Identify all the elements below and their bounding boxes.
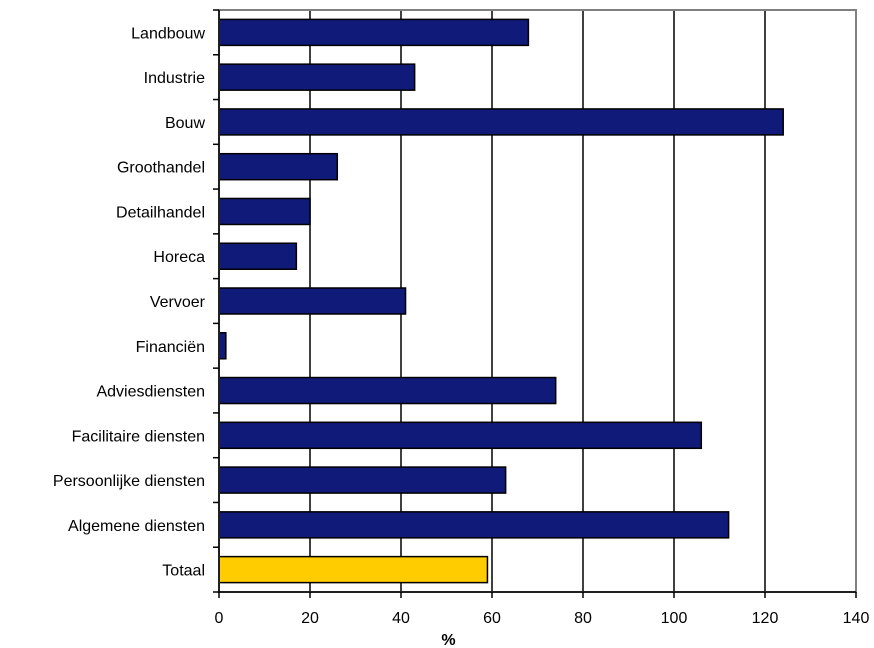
bars bbox=[218, 18, 784, 584]
x-tick-label: 0 bbox=[215, 610, 224, 627]
bar-groothandel bbox=[218, 152, 339, 181]
x-tick-label: 80 bbox=[574, 610, 592, 627]
bar-detailhandel bbox=[218, 197, 311, 226]
category-label: Financiën bbox=[136, 339, 205, 356]
x-tick-label: 100 bbox=[661, 610, 688, 627]
bar-landbouw bbox=[218, 18, 530, 47]
category-label: Bouw bbox=[165, 115, 205, 132]
bar-industrie bbox=[218, 63, 416, 91]
bar-financi-n bbox=[218, 332, 227, 360]
category-labels: Landbouw Industrie Bouw Groothandel Detailha… bbox=[53, 9, 219, 593]
x-tick-labels: 0 20 40 60 80 100 120 140 bbox=[215, 592, 870, 627]
bar-horeca bbox=[218, 242, 298, 270]
category-label: Totaal bbox=[162, 563, 205, 580]
bar-totaal bbox=[218, 555, 489, 584]
category-label: Vervoer bbox=[150, 294, 206, 311]
bar-bouw bbox=[218, 108, 784, 136]
category-label: Landbouw bbox=[131, 25, 205, 42]
bar-adviesdiensten bbox=[218, 376, 557, 405]
x-tick-label: 60 bbox=[483, 610, 501, 627]
bar-vervoer bbox=[218, 287, 407, 315]
category-label: Detailhandel bbox=[116, 204, 205, 221]
x-tick-label: 40 bbox=[392, 610, 410, 627]
category-label: Adviesdiensten bbox=[96, 384, 205, 401]
bar-facilitaire-diensten bbox=[218, 421, 703, 450]
x-tick-label: 20 bbox=[301, 610, 319, 627]
category-label: Persoonlijke diensten bbox=[53, 473, 205, 490]
x-axis-title: % bbox=[441, 632, 455, 648]
category-label: Industrie bbox=[144, 70, 205, 87]
x-tick-label: 140 bbox=[843, 610, 870, 627]
bar-algemene-diensten bbox=[218, 511, 730, 539]
category-label: Groothandel bbox=[117, 160, 205, 177]
x-tick-label: 120 bbox=[752, 610, 779, 627]
category-label: Facilitaire diensten bbox=[72, 428, 205, 445]
category-label: Algemene diensten bbox=[68, 518, 205, 535]
category-label: Horeca bbox=[153, 249, 205, 266]
axes bbox=[218, 9, 857, 593]
bar-persoonlijke-diensten bbox=[218, 466, 507, 494]
